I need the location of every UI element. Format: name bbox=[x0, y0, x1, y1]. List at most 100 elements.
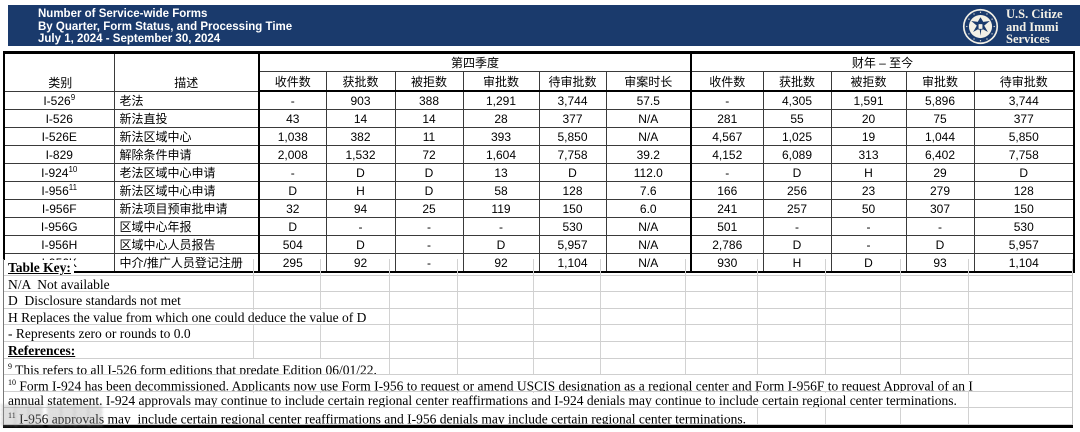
col-header-fy-1: 获批数 bbox=[762, 71, 832, 92]
cell-q4-4: 3,744 bbox=[538, 90, 607, 110]
cell-fy-2: 50 bbox=[830, 199, 907, 218]
table-row: I-956F 新法项目预审批申请 32 94 25 119 150 6.0 241 257 50 30… bbox=[3, 199, 1075, 218]
cell-q4-2: 388 bbox=[394, 90, 464, 110]
cell-q4-2: 14 bbox=[394, 109, 464, 128]
table-row: I-95611 新法区域中心申请 D H D 58 128 7.6 166 256 23 279 128 bbox=[3, 181, 1075, 200]
cell-category: I-956F bbox=[3, 199, 115, 218]
table-row: I-956H 区域中心人员报告 504 D - D 5,957 N/A 2,786 D - D 5,95… bbox=[3, 235, 1075, 254]
report-title-block: Number of Service-wide Forms By Quarter,… bbox=[38, 8, 292, 46]
cell-q4-4: D bbox=[538, 163, 607, 182]
col-header-fy-2: 被拒数 bbox=[830, 71, 907, 92]
cell-q4-5: 6.0 bbox=[605, 199, 692, 218]
cell-description: 老法区域中心申请 bbox=[113, 163, 260, 182]
cell-q4-2: 72 bbox=[394, 145, 464, 164]
cell-fy-0: 4,152 bbox=[690, 145, 764, 164]
cell-fy-4: D bbox=[973, 163, 1075, 182]
watermark: ▒▒▒ ▒▒▒▒ bbox=[1, 405, 102, 427]
cell-q4-2: - bbox=[394, 217, 464, 236]
category-superscript: 11 bbox=[68, 183, 78, 192]
cell-q4-1: 382 bbox=[325, 127, 396, 146]
note-row: 10 Form I-924 has been decommissioned. A… bbox=[4, 375, 1072, 392]
cell-fy-2: 1,591 bbox=[830, 90, 907, 110]
note-text: 10 Form I-924 has been decommissioned. A… bbox=[4, 375, 976, 391]
note-text: 9 This refers to all I-526 form editions… bbox=[4, 358, 380, 375]
cell-fy-3: 279 bbox=[905, 181, 975, 200]
cell-q4-0: 1,038 bbox=[258, 127, 327, 146]
note-row: - Represents zero or rounds to 0.0 bbox=[4, 325, 1072, 342]
cell-q4-5: N/A bbox=[605, 109, 692, 128]
report-header-banner: Number of Service-wide Forms By Quarter,… bbox=[8, 5, 1080, 46]
cell-fy-2: H bbox=[830, 163, 907, 182]
cell-q4-3: 58 bbox=[462, 181, 540, 200]
agency-name: U.S. Citize and Immi Services bbox=[1006, 8, 1063, 46]
cell-fy-4: 530 bbox=[973, 217, 1075, 236]
note-text: Table Key: bbox=[4, 260, 74, 275]
note-text: annual statement. I-924 approvals may co… bbox=[4, 392, 960, 408]
cell-q4-0: 32 bbox=[258, 199, 327, 218]
cell-q4-2: D bbox=[394, 181, 464, 200]
cell-q4-1: 94 bbox=[325, 199, 396, 218]
agency-name-line1: U.S. Citize bbox=[1006, 7, 1063, 21]
cell-q4-3: 119 bbox=[462, 199, 540, 218]
col-header-q4-0: 收件数 bbox=[258, 71, 327, 92]
dhs-seal-icon bbox=[962, 9, 999, 45]
col-header-fy-4: 待审批数 bbox=[973, 71, 1075, 92]
spreadsheet-gridline bbox=[533, 259, 534, 425]
forms-data-table: 类别 描述 第四季度 财年 – 至今 收件数 获批数 被拒数 审批数 待审批数 审案时长收… bbox=[3, 51, 1076, 273]
cell-fy-3: 5,896 bbox=[905, 90, 975, 110]
cell-fy-4: 5,850 bbox=[973, 127, 1075, 146]
cell-q4-2: 11 bbox=[394, 127, 464, 146]
cell-description: 新法直投 bbox=[113, 109, 260, 128]
cell-fy-1: - bbox=[762, 217, 832, 236]
note-text: N/A Not available bbox=[4, 276, 113, 292]
cell-q4-4: 377 bbox=[538, 109, 607, 128]
cell-q4-5: 57.5 bbox=[605, 90, 692, 110]
cell-fy-3: 29 bbox=[905, 163, 975, 182]
cell-fy-4: 1,104 bbox=[973, 253, 1075, 273]
cell-fy-1: D bbox=[762, 163, 832, 182]
cell-fy-2: 20 bbox=[830, 109, 907, 128]
cell-fy-1: 257 bbox=[762, 199, 832, 218]
cell-fy-0: 166 bbox=[690, 181, 764, 200]
table-row: I-92410 老法区域中心申请 - D D 13 D 112.0- D H 29 D bbox=[3, 163, 1075, 182]
spreadsheet-gridline bbox=[757, 259, 758, 425]
cell-fy-2: D bbox=[830, 253, 907, 273]
note-superscript: 11 bbox=[8, 411, 16, 421]
cell-fy-1: 256 bbox=[762, 181, 832, 200]
spreadsheet-gridline bbox=[457, 259, 458, 425]
uscis-logo: U.S. Citize and Immi Services bbox=[962, 8, 1063, 46]
cell-q4-3: 13 bbox=[462, 163, 540, 182]
cell-fy-4: 7,758 bbox=[973, 145, 1075, 164]
cell-description: 区域中心人员报告 bbox=[113, 235, 260, 254]
spreadsheet-gridline bbox=[685, 259, 686, 425]
cell-q4-3: 393 bbox=[462, 127, 540, 146]
cell-fy-3: 6,402 bbox=[905, 145, 975, 164]
bottom-divider bbox=[3, 425, 1073, 428]
cell-fy-3: 75 bbox=[905, 109, 975, 128]
table-row: I-829 解除条件申请 2,008 1,532 72 1,604 7,758 39.2 4,1… bbox=[3, 145, 1075, 164]
cell-q4-4: 7,758 bbox=[538, 145, 607, 164]
note-text: 11 I-956 approvals may include certain r… bbox=[4, 408, 750, 424]
col-header-fy-3: 审批数 bbox=[905, 71, 975, 92]
note-row: 11 I-956 approvals may include certain r… bbox=[4, 408, 1072, 425]
col-header-category: 类别 bbox=[3, 52, 115, 92]
note-text: References: bbox=[4, 342, 79, 358]
note-superscript: 10 bbox=[8, 378, 16, 388]
cell-q4-4: 150 bbox=[538, 199, 607, 218]
cell-fy-2: - bbox=[830, 217, 907, 236]
group-header-q4: 第四季度 bbox=[257, 52, 692, 72]
cell-q4-3: D bbox=[462, 235, 540, 254]
cell-description: 新法区域中心申请 bbox=[113, 181, 260, 200]
col-header-q4-1: 获批数 bbox=[325, 71, 396, 92]
cell-fy-0: - bbox=[690, 90, 764, 110]
cell-category: I-526 bbox=[3, 109, 115, 128]
cell-category: I-526E bbox=[3, 127, 115, 146]
cell-description: 新法项目预审批申请 bbox=[113, 199, 260, 218]
cell-q4-1: H bbox=[325, 181, 396, 200]
spreadsheet-gridline bbox=[900, 259, 901, 425]
group-header-fytd: 财年 – 至今 bbox=[690, 52, 1075, 72]
cell-category: I-956H bbox=[3, 235, 115, 254]
cell-fy-0: 2,786 bbox=[690, 235, 764, 254]
cell-q4-3: 92 bbox=[462, 253, 540, 273]
